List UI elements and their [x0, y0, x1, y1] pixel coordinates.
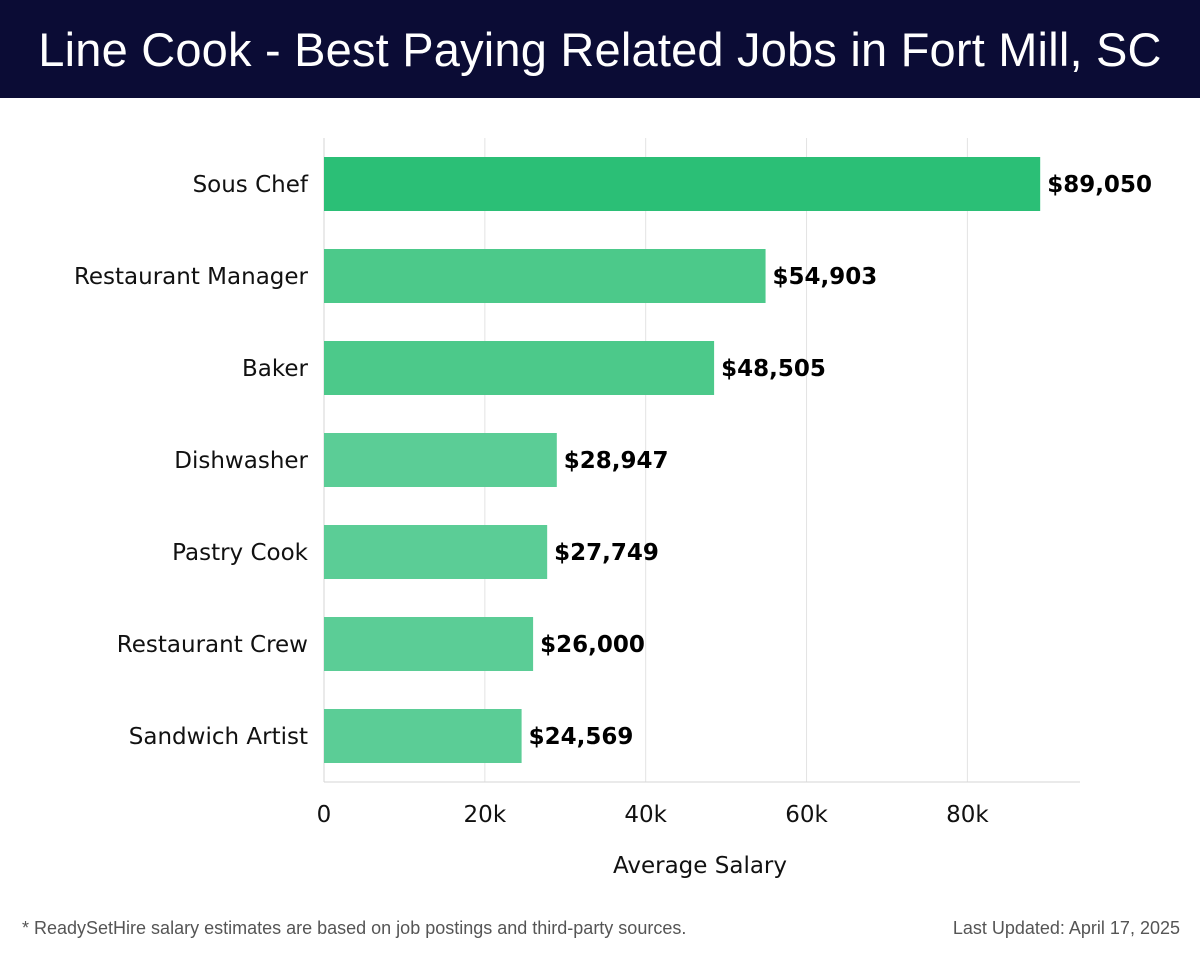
value-label: $48,505 — [721, 356, 826, 382]
bar-restaurant-manager — [324, 249, 766, 303]
page-title: Line Cook - Best Paying Related Jobs in … — [38, 22, 1162, 76]
x-tick-label: 80k — [946, 802, 989, 828]
category-label: Restaurant Manager — [74, 264, 309, 290]
x-tick-label: 60k — [785, 802, 828, 828]
bar-baker — [324, 341, 715, 395]
salary-bar-chart: Sous Chef $89,050 Restaurant Manager $54,90… — [74, 138, 1152, 879]
category-label: Pastry Cook — [172, 540, 309, 566]
bar-dishwasher — [324, 433, 557, 487]
value-label: $28,947 — [564, 448, 669, 474]
category-label: Sous Chef — [193, 172, 309, 198]
value-label: $24,569 — [529, 724, 634, 750]
value-label: $27,749 — [554, 540, 659, 566]
category-label: Baker — [242, 356, 309, 382]
value-label: $89,050 — [1047, 172, 1152, 198]
bar-sandwich-artist — [324, 709, 522, 763]
x-tick-label: 40k — [624, 802, 667, 828]
bar-restaurant-crew — [324, 617, 534, 671]
x-axis-title: Average Salary — [613, 853, 787, 879]
last-updated: Last Updated: April 17, 2025 — [952, 918, 1180, 938]
category-label: Restaurant Crew — [117, 632, 308, 658]
bar-pastry-cook — [324, 525, 548, 579]
value-label: $54,903 — [773, 264, 878, 290]
category-label: Sandwich Artist — [129, 724, 308, 750]
value-label: $26,000 — [540, 632, 645, 658]
bar-sous-chef — [324, 157, 1041, 211]
footer-note: * ReadySetHire salary estimates are base… — [22, 918, 687, 938]
category-label: Dishwasher — [174, 448, 308, 474]
x-tick-label: 20k — [464, 802, 507, 828]
x-tick-label: 0 — [317, 802, 332, 828]
header-bar: Line Cook - Best Paying Related Jobs in … — [0, 0, 1200, 98]
